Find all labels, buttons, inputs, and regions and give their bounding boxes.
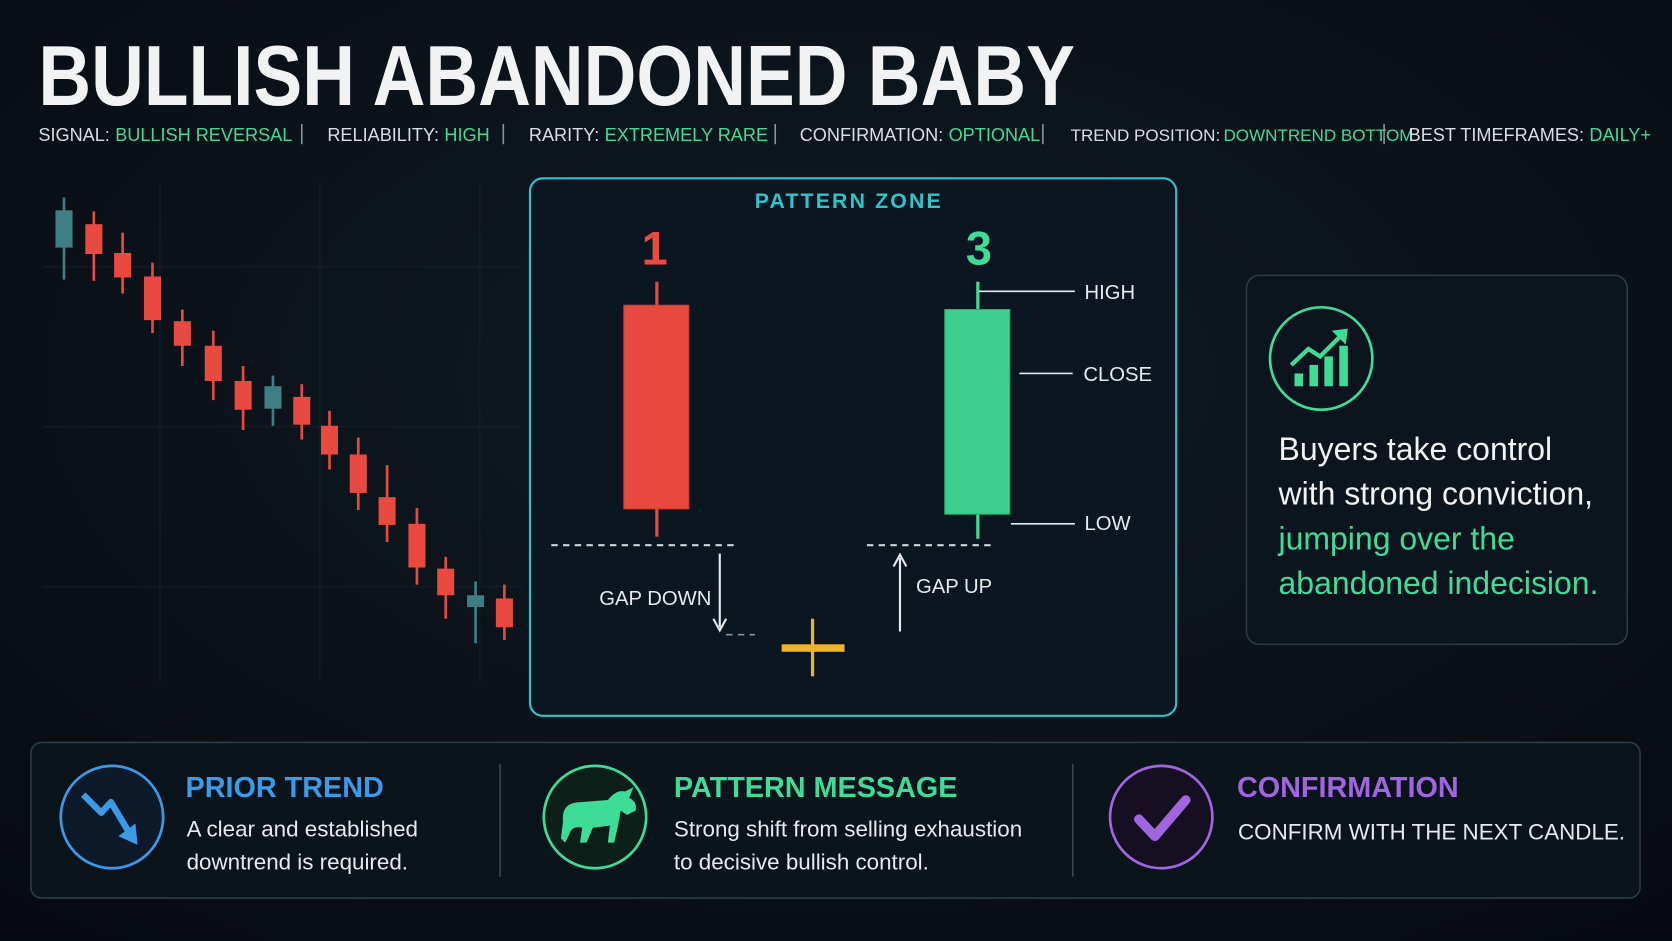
pattern-box: [528, 177, 1178, 717]
meta-item: CONFIRMATION: OPTIONAL: [800, 125, 1040, 145]
price-label: LOW: [1084, 513, 1131, 535]
candle: [173, 321, 191, 346]
meta-item: RELIABILITY: HIGH: [327, 125, 489, 145]
card-text: downtrend is required.: [187, 849, 408, 874]
icon-ring: [59, 764, 165, 870]
candle: [234, 380, 252, 410]
icon-ring: [1268, 306, 1374, 412]
gap-label: GAP DOWN: [599, 588, 711, 610]
meta-value: HIGH: [444, 125, 489, 145]
callout-highlight: jumping over the: [1278, 520, 1515, 556]
pattern-zone: PATTERN ZONE 1 GAP DOWN 3 HIGH CLOSE LOW…: [528, 177, 1178, 717]
growth-icon: [1289, 328, 1348, 387]
candle: [55, 210, 73, 248]
card-text: A clear and established: [187, 816, 418, 841]
icon-bar: [1294, 373, 1304, 387]
card-title: PRIOR TREND: [186, 772, 384, 804]
icon-bar: [1309, 364, 1318, 387]
candle: [85, 224, 103, 255]
meta-value: OPTIONAL: [949, 125, 1041, 145]
cards: PRIOR TREND A clear and established down…: [30, 741, 1641, 899]
candle: [264, 386, 282, 409]
candle: [320, 425, 339, 455]
card-text: CONFIRM WITH THE NEXT CANDLE.: [1238, 819, 1625, 844]
meta-label: TREND POSITION:: [1071, 126, 1221, 145]
price-label: CLOSE: [1083, 364, 1152, 386]
doji-candle: [781, 644, 845, 652]
arrow-head: [712, 618, 728, 633]
check-icon: [1134, 795, 1191, 842]
callout-line: with strong conviction,: [1278, 476, 1594, 512]
bearish-candle: [623, 304, 690, 510]
meta-label: SIGNAL:: [38, 125, 109, 145]
card-title: PATTERN MESSAGE: [674, 772, 958, 804]
candle: [408, 523, 426, 568]
meta-value: BULLISH REVERSAL: [115, 125, 292, 145]
meta-label: RELIABILITY:: [327, 125, 439, 145]
candle-number: 1: [642, 223, 668, 275]
meta-item: TREND POSITION: DOWNTREND BOTTOM: [1071, 126, 1414, 145]
meta-label: BEST TIMEFRAMES:: [1409, 125, 1584, 145]
icon-bar: [1339, 345, 1348, 387]
card-text: Strong shift from selling exhaustion: [674, 816, 1022, 841]
callout: Buyers take control with strong convicti…: [1245, 274, 1629, 646]
candle: [437, 568, 455, 596]
meta-label: RARITY:: [529, 125, 599, 145]
icon-arrow: [118, 823, 138, 845]
icon-ring: [1108, 764, 1214, 870]
candle: [349, 454, 367, 493]
candle-number: 3: [966, 223, 992, 275]
candle: [204, 345, 222, 381]
candle: [467, 595, 485, 607]
pattern-title: PATTERN ZONE: [755, 189, 943, 213]
candle: [378, 497, 396, 525]
icon-bar: [1324, 356, 1333, 387]
candle: [143, 276, 162, 321]
card-text: to decisive bullish control.: [674, 849, 929, 874]
meta-bar: SIGNAL: BULLISH REVERSAL RELIABILITY: HIGH…: [38, 123, 1651, 145]
callout-line: Buyers take control: [1279, 431, 1553, 467]
downtrend-icon: [80, 792, 133, 836]
icon-line: [1289, 335, 1341, 367]
meta-item: RARITY: EXTREMELY RARE: [529, 125, 768, 145]
price-label: HIGH: [1084, 282, 1135, 304]
candle: [293, 396, 311, 425]
callout-text: Buyers take control with strong convicti…: [1278, 431, 1599, 601]
title: BULLISH ABANDONED BABY: [38, 29, 1074, 124]
gap-label: GAP UP: [916, 576, 992, 598]
candle: [495, 598, 513, 628]
downtrend-illustration: [55, 197, 513, 644]
meta-item: SIGNAL: BULLISH REVERSAL: [38, 125, 292, 145]
callout-highlight: abandoned indecision.: [1279, 565, 1599, 601]
arrow-head: [892, 552, 908, 567]
candle: [114, 252, 132, 278]
cards-panel: [30, 741, 1641, 899]
meta-value: DOWNTREND BOTTOM: [1223, 126, 1413, 145]
meta-label: CONFIRMATION:: [800, 125, 944, 145]
card-title: CONFIRMATION: [1237, 772, 1459, 804]
meta-value: DAILY+: [1589, 125, 1651, 145]
icon-arrow: [1331, 328, 1348, 345]
bullish-candle: [944, 308, 1011, 515]
bull-icon: [560, 787, 636, 843]
meta-value: EXTREMELY RARE: [605, 125, 768, 145]
meta-item: BEST TIMEFRAMES: DAILY+: [1409, 125, 1651, 145]
